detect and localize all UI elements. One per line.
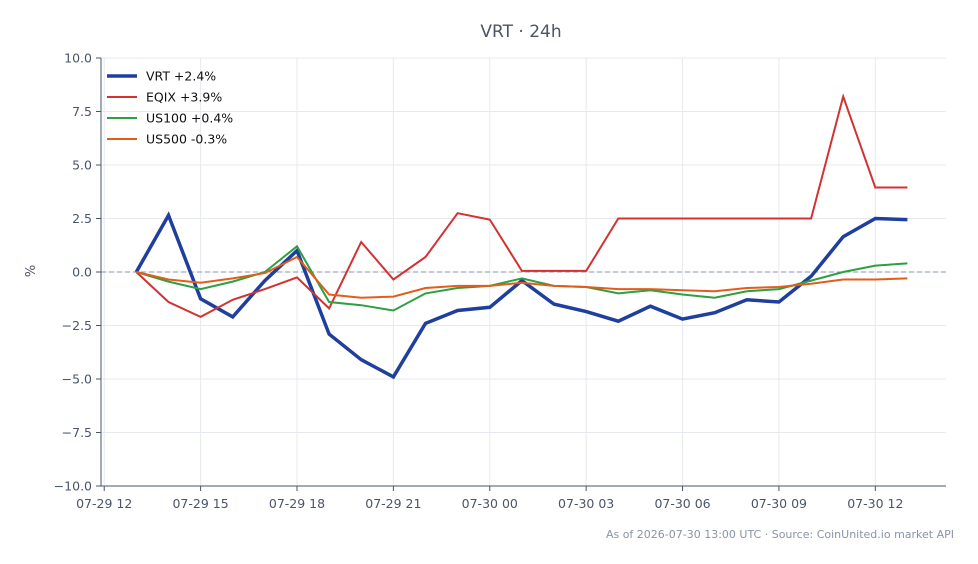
y-tick-label: −5.0 [62,372,92,387]
series-line-eqix [135,93,908,319]
y-tick-label: 0.0 [72,265,92,280]
y-tick-label: −2.5 [62,318,92,333]
y-tick-label: 7.5 [72,104,92,119]
y-tick-label: −7.5 [62,425,92,440]
y-tick-label: 5.0 [72,158,92,173]
footer-note: As of 2026-07-30 13:00 UTC · Source: Coi… [606,528,954,541]
series-line-vrt [134,211,908,380]
y-tick-label: 10.0 [64,51,92,66]
x-tick-label: 07-30 12 [847,496,903,511]
legend-label-eqix: EQIX +3.9% [146,90,222,105]
y-tick-label: −10.0 [54,479,92,494]
series-line-us100 [136,244,908,312]
x-tick-label: 07-30 03 [558,496,614,511]
grid-layer [101,57,946,487]
x-tick-label: 07-30 00 [462,496,518,511]
x-tick-label: 07-29 21 [365,496,421,511]
series-line-us500 [136,255,908,299]
y-tick-label: 2.5 [72,211,92,226]
x-tick-label: 07-29 15 [172,496,228,511]
axes-layer: 10.0 7.5 5.0 2.5 0.0 −2.5 −5.0 −7.5 −10.0 07-29 1… [54,51,946,511]
legend-label-us100: US100 +0.4% [146,111,233,126]
x-tick-label: 07-29 18 [269,496,325,511]
chart-title: VRT · 24h [480,22,561,42]
x-tick-label: 07-30 09 [751,496,807,511]
series-layer [134,93,908,380]
y-axis-label: % [24,265,39,277]
x-tick-label: 07-30 06 [654,496,710,511]
x-tick-label: 07-29 12 [76,496,132,511]
legend: VRT +2.4% EQIX +3.9% US100 +0.4% US500 -0.3… [107,69,233,147]
legend-label-us500: US500 -0.3% [146,132,227,147]
legend-label-vrt: VRT +2.4% [146,69,216,84]
